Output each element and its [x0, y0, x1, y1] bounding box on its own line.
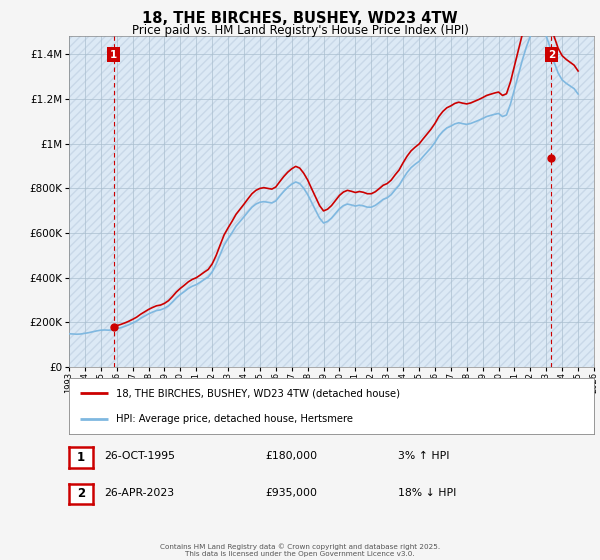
Text: 26-OCT-1995: 26-OCT-1995 [104, 451, 175, 461]
Text: 3% ↑ HPI: 3% ↑ HPI [398, 451, 449, 461]
Text: 1: 1 [77, 451, 85, 464]
Text: Contains HM Land Registry data © Crown copyright and database right 2025.
This d: Contains HM Land Registry data © Crown c… [160, 544, 440, 557]
Text: 18, THE BIRCHES, BUSHEY, WD23 4TW (detached house): 18, THE BIRCHES, BUSHEY, WD23 4TW (detac… [116, 388, 400, 398]
Text: 2: 2 [548, 50, 555, 59]
Text: 18% ↓ HPI: 18% ↓ HPI [398, 488, 456, 498]
Text: £180,000: £180,000 [266, 451, 318, 461]
Text: HPI: Average price, detached house, Hertsmere: HPI: Average price, detached house, Hert… [116, 414, 353, 424]
Text: 1: 1 [110, 50, 118, 59]
Text: 18, THE BIRCHES, BUSHEY, WD23 4TW: 18, THE BIRCHES, BUSHEY, WD23 4TW [142, 11, 458, 26]
Text: 26-APR-2023: 26-APR-2023 [104, 488, 174, 498]
Text: Price paid vs. HM Land Registry's House Price Index (HPI): Price paid vs. HM Land Registry's House … [131, 24, 469, 36]
Text: £935,000: £935,000 [266, 488, 318, 498]
Text: 2: 2 [77, 487, 85, 501]
